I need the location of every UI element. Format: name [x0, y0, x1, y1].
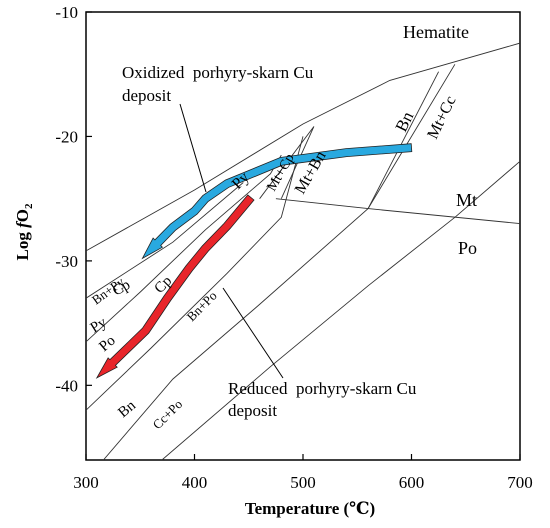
- field-label-po-right: Po: [458, 238, 477, 258]
- y-axis-label: Log fO2: [13, 203, 35, 261]
- y-tick-label: -10: [55, 3, 78, 22]
- boundary-line: [86, 42, 520, 252]
- annotations: Oxidized porhyry-skarn Cu deposit Reduce…: [122, 63, 417, 420]
- y-tick-label: -40: [55, 376, 78, 395]
- leader-line-reduced: [222, 287, 284, 379]
- field-labels: Hematite Bn+Py Cp Py Po Bn Cp Bn+Po Cc+P…: [88, 22, 477, 432]
- boundary-line: [103, 64, 456, 460]
- x-tick-label: 600: [399, 473, 425, 492]
- field-label-cc-po: Cc+Po: [150, 396, 186, 432]
- annotation-reduced-line2: deposit: [228, 401, 277, 420]
- field-label-bn-po: Bn+Po: [184, 288, 220, 324]
- y-axis-ticks: -40 -30 -20 -10: [55, 3, 92, 395]
- x-tick-label: 400: [182, 473, 208, 492]
- y-tick-label: -30: [55, 252, 78, 271]
- x-axis-ticks: 300 400 500 600 700: [73, 454, 533, 492]
- boundary-line: [86, 182, 244, 299]
- boundary-line: [275, 198, 520, 225]
- field-label-bn-left: Bn: [115, 397, 139, 421]
- boundary-line: [86, 136, 304, 411]
- x-tick-label: 700: [507, 473, 533, 492]
- deposit-arrow: [141, 143, 413, 260]
- field-label-mt: Mt: [456, 190, 477, 210]
- deposit-arrow: [95, 194, 255, 379]
- field-label-mt-cc: Mt+Cc: [424, 93, 459, 141]
- annotation-reduced-line1: Reduced porhyry-skarn Cu: [228, 379, 417, 398]
- boundary-line: [367, 71, 440, 209]
- x-axis-label: Temperature (℃): [245, 499, 375, 518]
- boundary-line: [161, 160, 520, 460]
- annotation-oxidized-line1: Oxidized porhyry-skarn Cu: [122, 63, 314, 82]
- y-tick-label: -20: [55, 127, 78, 146]
- field-label-cp-left: Cp: [110, 277, 133, 300]
- leader-line-oxidized: [179, 103, 207, 193]
- field-label-hematite: Hematite: [403, 22, 469, 42]
- deposit-arrows: [95, 143, 413, 379]
- annotation-oxidized-line2: deposit: [122, 86, 171, 105]
- x-tick-label: 500: [290, 473, 316, 492]
- field-label-bn-top: Bn: [392, 108, 418, 135]
- field-label-po-left: Po: [96, 333, 118, 355]
- x-tick-label: 300: [73, 473, 99, 492]
